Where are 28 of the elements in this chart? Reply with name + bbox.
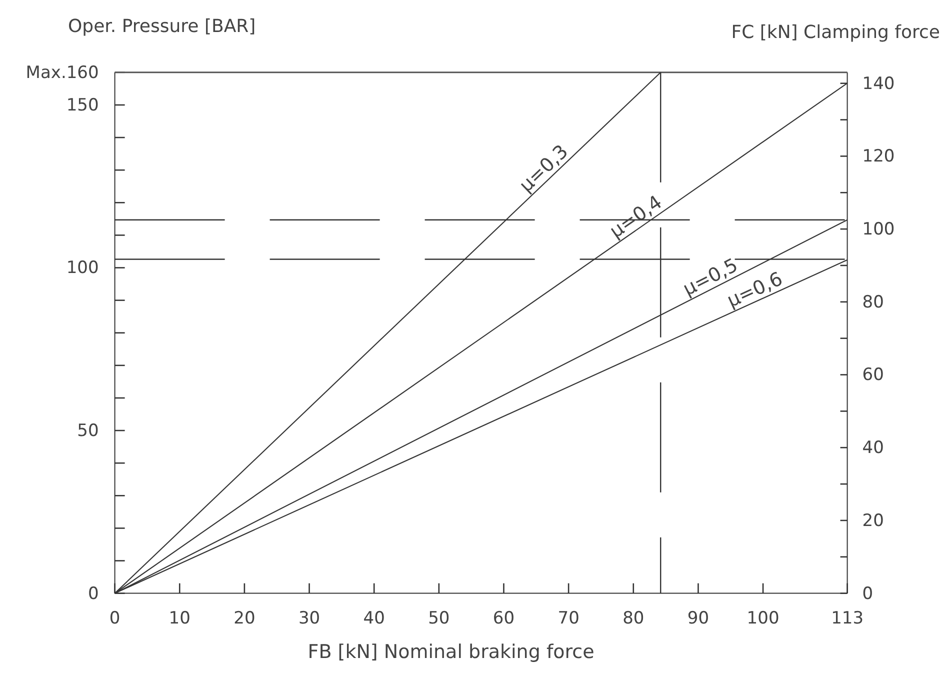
y2-tick-label: 20	[862, 510, 884, 531]
x-tick-label: 100	[746, 608, 780, 628]
x-tick-label: 10	[168, 608, 190, 628]
x-tick-label: 70	[558, 608, 580, 628]
x-tick-label: 40	[363, 608, 385, 628]
y-tick-label: Max.160	[26, 62, 99, 83]
x-tick-label: 30	[298, 608, 320, 628]
y2-axis-title: FC [kN] Clamping force	[731, 22, 940, 43]
y2-tick-label: 140	[862, 74, 895, 94]
y2-tick-label: 40	[862, 438, 884, 458]
y-axis-title: Oper. Pressure [BAR]	[68, 16, 256, 37]
y-tick-label: 50	[77, 420, 99, 441]
x-tick-label: 20	[234, 608, 256, 628]
y-tick-label: 150	[66, 95, 99, 116]
y2-tick-label: 0	[862, 584, 874, 604]
x-tick-label: 90	[687, 608, 710, 628]
y2-tick-label: 60	[862, 365, 884, 386]
x-tick-label: 0	[109, 608, 120, 628]
y2-tick-label: 100	[862, 219, 895, 240]
y-tick-label: 100	[66, 258, 99, 278]
y2-tick-label: 120	[862, 146, 895, 167]
y2-tick-label: 80	[862, 292, 884, 312]
x-tick-label: 50	[428, 608, 450, 628]
y-tick-label: 0	[88, 584, 99, 604]
x-tick-label: 80	[622, 608, 644, 628]
x-axis-title: FB [kN] Nominal braking force	[308, 641, 594, 663]
x-tick-label: 113	[831, 608, 864, 628]
x-tick-label: 60	[492, 608, 515, 628]
